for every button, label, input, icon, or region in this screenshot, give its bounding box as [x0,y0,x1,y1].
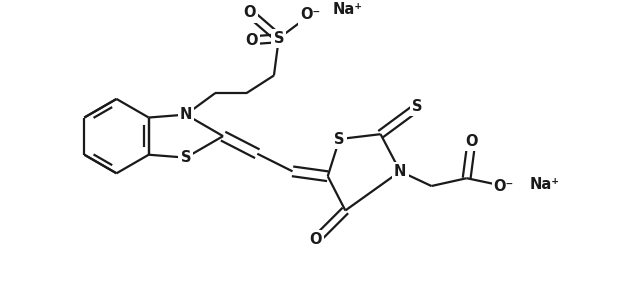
Text: S: S [273,31,284,46]
Text: N: N [394,164,406,179]
Text: N: N [180,107,192,122]
Text: O⁻: O⁻ [493,178,514,194]
Text: Na⁺: Na⁺ [530,177,560,192]
Text: O⁻: O⁻ [300,7,320,22]
Text: S: S [334,131,345,147]
Text: O: O [245,33,258,48]
Text: O: O [310,232,323,247]
Text: O: O [243,5,256,20]
Text: Na⁺: Na⁺ [332,2,362,17]
Text: O: O [465,133,478,149]
Text: S: S [180,150,191,165]
Text: S: S [413,99,423,114]
